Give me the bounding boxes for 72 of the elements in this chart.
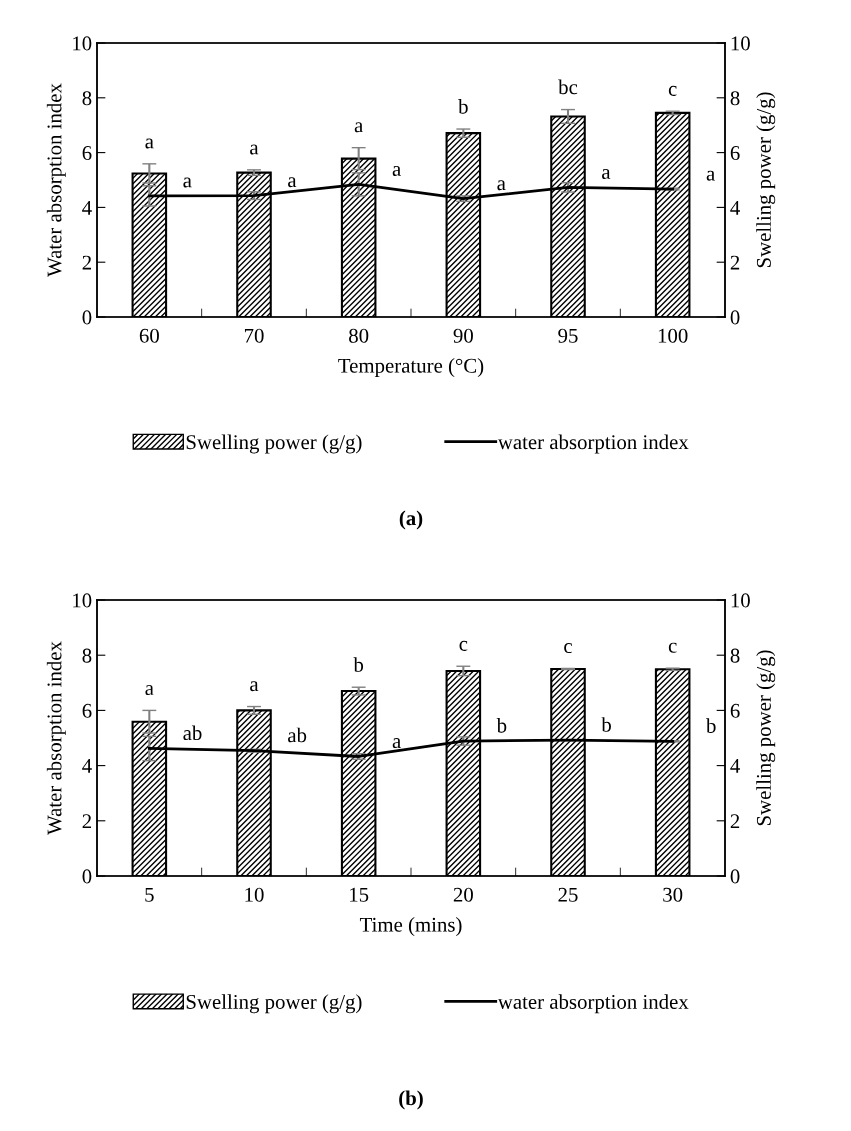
y2-tick-label: 6 [730,703,740,718]
y-axis-title: Water absorption index [46,641,66,835]
annotation: a [250,144,259,155]
y-tick-label: 6 [82,703,92,718]
x-tick-label: 20 [453,887,473,902]
annotation: a [497,180,506,191]
y-tick-label: 10 [73,593,92,608]
legend-label: water absorption index [497,994,689,1014]
annotation: b [353,657,364,672]
legend-label: Swelling power (g/g) [186,434,362,454]
y2-tick-label: 2 [730,814,740,829]
y-tick-label: 8 [82,91,92,106]
y-tick-label: 0 [82,310,92,325]
y2-tick-label: 6 [730,146,740,161]
y2-tick-label: 8 [730,91,740,106]
annotation: a [288,177,297,188]
annotation: a [145,138,154,149]
annotation: b [706,718,716,733]
annotation: b [458,99,468,114]
x-tick-label: 10 [245,887,264,902]
x-tick-label: 25 [558,887,578,902]
y-tick-label: 2 [82,814,91,829]
text: (a) [399,510,423,530]
x-tick-label: 70 [244,328,264,343]
x-axis-title: Temperature (°C) [338,358,484,378]
x-axis-title: Time (mins) [359,917,462,937]
x-tick-label: 80 [349,328,369,343]
y2-tick-label: 10 [731,36,750,51]
y-tick-label: 8 [82,648,92,663]
y-tick-label: 4 [82,759,92,773]
annotation: c [459,640,468,651]
annotation: c [564,643,572,654]
annotation: a [706,170,715,181]
y2-tick-label: 0 [730,310,740,325]
y2-tick-label: 10 [731,593,750,608]
annotation: ab [288,727,307,743]
legend-label: water absorption index [497,434,689,454]
legend-label: Swelling power (g/g) [186,994,362,1014]
annotation: a [354,122,363,133]
y2-axis-title: Swelling power (g/g) [756,92,776,268]
annotation: bc [558,79,578,95]
annotation: a [602,169,611,179]
y-axis-title: Water absorption index [46,83,66,277]
y2-tick-label: 0 [730,869,740,884]
annotation: a [250,681,259,692]
x-tick-label: 15 [350,887,369,902]
annotation: a [392,738,401,749]
x-tick-label: 5 [145,887,154,902]
x-tick-label: 100 [658,328,688,343]
text: (b) [399,1090,423,1110]
y2-tick-label: 4 [730,200,740,215]
annotation: a [145,685,154,696]
x-tick-label: 90 [453,328,473,343]
y2-tick-label: 2 [730,255,740,270]
y-tick-label: 6 [82,146,92,161]
annotation: c [668,642,677,653]
annotation: ab [183,725,202,741]
annotation: a [183,177,192,188]
y-tick-label: 0 [82,869,92,884]
annotation: b [496,717,507,733]
y2-tick-label: 4 [730,759,740,773]
x-tick-label: 60 [139,328,159,343]
y2-axis-title: Swelling power (g/g) [756,650,776,826]
y-tick-label: 10 [73,36,92,51]
annotation: c [668,85,677,96]
annotation: a [392,166,401,176]
annotation: b [601,717,611,732]
x-tick-label: 30 [663,887,683,902]
y-tick-label: 4 [82,200,92,215]
y-tick-label: 2 [82,255,91,270]
x-tick-label: 95 [558,328,578,343]
y2-tick-label: 8 [730,648,740,663]
